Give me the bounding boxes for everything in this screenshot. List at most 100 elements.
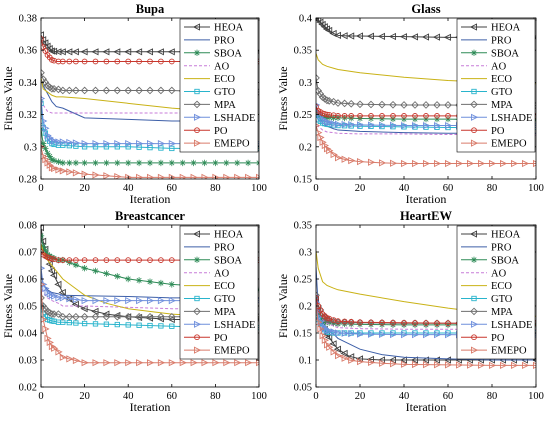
legend-marker-mpa — [470, 100, 478, 109]
series-point-gto — [73, 143, 79, 149]
y-tick-label: 0.15 — [294, 175, 312, 186]
series-point-emepo — [348, 156, 356, 165]
series-point-gto — [147, 322, 153, 329]
series-point-lshade — [114, 139, 122, 148]
series-point-po — [168, 58, 175, 65]
series-point-mpa — [41, 294, 45, 302]
legend-entry-lshade: LSHADE — [214, 113, 255, 124]
series-point-mpa — [316, 291, 320, 300]
series-point-po — [348, 318, 355, 325]
legend-marker-heoa — [192, 230, 201, 238]
series-point-mpa — [411, 101, 419, 109]
series-point-lshade — [400, 121, 409, 130]
series-point-gto — [81, 144, 88, 150]
series-point-po — [341, 318, 348, 325]
legend-marker-emepo — [193, 346, 202, 354]
series-point-gto — [41, 100, 44, 106]
series-point-heoa — [102, 310, 110, 318]
series-point-emepo — [114, 359, 122, 367]
series-point-po — [158, 257, 164, 263]
series-point-lshade — [41, 117, 48, 125]
series-point-emepo — [367, 158, 376, 166]
legend-entry-sboa: SBOA — [214, 255, 242, 266]
series-point-heoa — [340, 32, 348, 40]
series-point-mpa — [43, 307, 52, 316]
series-point-emepo — [42, 156, 50, 164]
series-point-lshade — [125, 139, 133, 148]
legend-entry-eco: ECO — [214, 74, 235, 85]
series-point-po — [335, 318, 341, 324]
series-point-lshade — [66, 138, 74, 147]
y-tick-label: 0.3 — [299, 248, 312, 259]
series-point-lshade — [444, 331, 453, 339]
series-point-emepo — [81, 359, 89, 367]
series-point-sboa — [433, 321, 441, 329]
series-point-mpa — [356, 100, 364, 109]
series-point-heoa — [41, 225, 45, 232]
series-point-po — [445, 113, 451, 119]
series-point-emepo — [466, 361, 475, 369]
series-point-lshade — [44, 131, 52, 140]
x-tick-label: 40 — [399, 183, 410, 194]
series-point-sboa — [326, 319, 333, 326]
legend-entry-sboa: SBOA — [491, 48, 519, 59]
series-point-sboa — [41, 140, 47, 147]
series-point-lshade — [433, 331, 442, 339]
y-tick-label: 0.34 — [19, 78, 38, 89]
series-point-heoa — [399, 33, 408, 41]
series-point-emepo — [378, 159, 387, 167]
series-point-sboa — [179, 159, 186, 167]
series-point-heoa — [443, 33, 452, 41]
legend-entry-sboa: SBOA — [214, 48, 242, 59]
series-point-heoa — [41, 31, 45, 39]
series-point-mpa — [45, 308, 54, 317]
series-point-heoa — [421, 33, 430, 41]
series-point-po — [401, 113, 407, 119]
series-point-emepo — [59, 353, 68, 361]
series-point-emepo — [44, 159, 52, 167]
series-point-emepo — [356, 158, 365, 166]
legend-marker-heoa — [469, 23, 478, 31]
series-point-po — [434, 320, 440, 326]
series-point-po — [357, 113, 363, 119]
series-point-heoa — [71, 48, 79, 56]
series-point-heoa — [388, 32, 397, 41]
x-tick-label: 0 — [38, 183, 43, 194]
series-point-mpa — [329, 97, 338, 106]
series-point-emepo — [212, 359, 220, 367]
legend-entry-lshade: LSHADE — [214, 320, 255, 331]
y-tick-label: 0.04 — [19, 329, 38, 340]
y-tick-label: 0.03 — [19, 356, 37, 367]
series-point-po — [357, 319, 363, 326]
series-point-po — [41, 36, 44, 42]
chart-panel-3: 0 20 40 60 80 100 0.02 0.03 0.04 0.05 0.06 0.07 0.08… — [1, 209, 267, 414]
series-point-lshade — [114, 296, 122, 305]
series-point-gto — [125, 144, 131, 150]
series-point-lshade — [136, 296, 144, 305]
series-point-emepo — [389, 360, 398, 368]
series-point-emepo — [323, 341, 332, 349]
series-point-emepo — [455, 361, 464, 369]
series-point-lshade — [72, 295, 81, 304]
series-point-heoa — [58, 288, 66, 297]
legend-marker-gto — [194, 295, 200, 302]
series-point-lshade — [81, 139, 89, 148]
series-point-emepo — [326, 147, 334, 155]
series-point-heoa — [410, 356, 419, 364]
y-tick-label: 0.2 — [299, 302, 312, 313]
series-point-mpa — [347, 99, 356, 108]
series-point-heoa — [80, 48, 88, 56]
series-point-lshade — [330, 328, 338, 336]
series-point-emepo — [433, 361, 442, 369]
series-line-pro — [41, 79, 259, 122]
x-tick-label: 20 — [355, 183, 366, 194]
series-point-lshade — [422, 121, 431, 130]
legend-marker-lshade — [470, 320, 479, 328]
series-point-emepo — [51, 344, 59, 352]
series-point-po — [368, 113, 374, 119]
series-point-gto — [114, 321, 120, 328]
series-point-emepo — [103, 359, 111, 367]
y-tick-label: 0.25 — [294, 110, 312, 121]
